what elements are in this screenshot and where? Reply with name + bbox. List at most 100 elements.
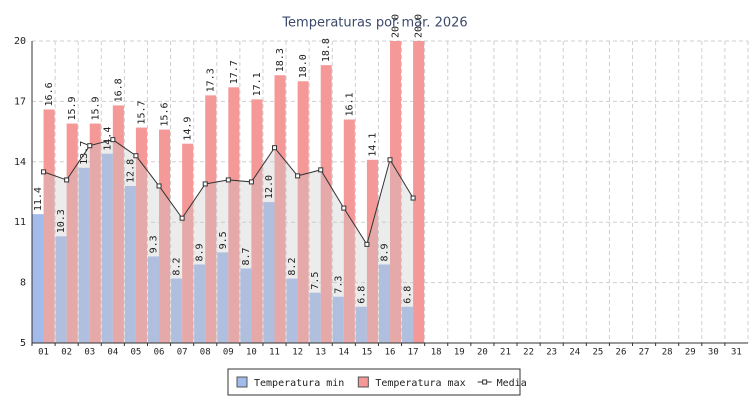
media-marker <box>87 143 93 149</box>
x-tick-label: 23 <box>546 348 557 358</box>
x-tick-label: 12 <box>292 348 303 358</box>
value-label: 8.9 <box>379 243 390 261</box>
bar <box>413 41 425 343</box>
value-label: 6.8 <box>356 286 367 304</box>
value-label: 9.5 <box>218 231 229 249</box>
media-area <box>43 139 414 343</box>
value-label: 7.5 <box>310 272 321 290</box>
bar <box>355 306 367 343</box>
bar <box>217 252 229 343</box>
bar <box>43 109 55 343</box>
bar <box>135 127 147 343</box>
value-label: 15.9 <box>67 96 78 120</box>
value-label: 8.2 <box>287 258 298 276</box>
bar <box>147 256 160 343</box>
media-marker <box>341 205 347 211</box>
x-tick-label: 29 <box>685 348 696 358</box>
value-label: 17.7 <box>229 60 240 84</box>
media-marker <box>202 181 208 187</box>
bar <box>66 123 78 344</box>
media-marker <box>41 169 47 175</box>
x-tick-label: 27 <box>639 348 650 358</box>
value-label: 6.8 <box>403 286 414 304</box>
x-tick-label: 08 <box>200 348 211 358</box>
bar <box>274 75 286 343</box>
bar <box>89 123 101 344</box>
x-tick-label: 18 <box>431 348 442 358</box>
x-tick-label: 02 <box>61 348 72 358</box>
bar <box>251 99 263 344</box>
x-tick-label: 28 <box>662 348 673 358</box>
x-tick-label: 01 <box>38 348 49 358</box>
value-label: 11.4 <box>33 187 44 211</box>
x-tick-label: 03 <box>84 348 95 358</box>
value-label: 8.2 <box>172 258 183 276</box>
value-label: 14.1 <box>367 133 378 157</box>
legend-swatch <box>236 376 248 388</box>
bar <box>286 278 298 343</box>
value-label: 16.1 <box>344 92 355 116</box>
x-tick-label: 19 <box>454 348 465 358</box>
bar <box>309 292 321 343</box>
media-marker <box>272 145 278 151</box>
bar <box>159 129 171 343</box>
value-label: 12.0 <box>264 175 275 199</box>
media-marker <box>225 177 231 183</box>
bar <box>378 264 390 343</box>
value-label: 14.9 <box>183 117 194 141</box>
x-tick-label: 11 <box>269 348 280 358</box>
bar <box>263 202 275 343</box>
value-label: 8.7 <box>241 247 252 265</box>
media-marker <box>156 183 162 189</box>
x-tick-label: 04 <box>107 348 118 358</box>
y-tick-label: 20 <box>14 36 26 47</box>
x-tick-label: 16 <box>385 348 396 358</box>
legend-marker <box>482 379 488 385</box>
bar <box>390 41 402 343</box>
legend-label: Temperatura max <box>375 378 465 389</box>
bar <box>205 95 217 343</box>
media-marker <box>318 167 324 173</box>
chart-title: Temperaturas por mar. 2026 <box>281 16 467 31</box>
bar <box>194 264 206 343</box>
legend-label: Media <box>497 378 527 389</box>
x-tick-label: 13 <box>315 348 326 358</box>
x-tick-label: 31 <box>731 348 742 358</box>
x-tick-label: 14 <box>338 348 349 358</box>
x-tick-label: 21 <box>500 348 511 358</box>
bar <box>343 119 355 344</box>
x-tick-label: 25 <box>592 348 603 358</box>
value-label: 9.3 <box>149 235 160 253</box>
bar <box>402 306 414 343</box>
x-tick-label: 17 <box>408 348 419 358</box>
value-label: 15.6 <box>160 102 171 126</box>
y-tick-label: 5 <box>20 338 26 349</box>
value-label: 20.0 <box>391 14 402 38</box>
value-label: 17.1 <box>252 72 263 96</box>
value-label: 18.0 <box>298 54 309 78</box>
value-label: 18.8 <box>321 38 332 62</box>
media-marker <box>387 157 393 163</box>
media-marker <box>295 173 301 179</box>
y-tick-label: 8 <box>20 278 26 289</box>
legend-label: Temperatura min <box>254 378 344 389</box>
media-marker <box>248 179 254 185</box>
y-tick-label: 17 <box>14 96 26 107</box>
bar <box>55 236 67 343</box>
bar <box>366 159 378 343</box>
media-marker <box>179 215 185 221</box>
value-label: 10.3 <box>56 209 67 233</box>
value-label: 16.6 <box>44 82 55 106</box>
value-label: 8.9 <box>195 243 206 261</box>
value-label: 12.8 <box>125 159 136 183</box>
x-tick-label: 10 <box>246 348 257 358</box>
x-tick-label: 07 <box>177 348 188 358</box>
x-tick-label: 09 <box>223 348 234 358</box>
bar <box>124 185 136 343</box>
value-label: 17.3 <box>206 68 217 92</box>
value-label: 14.4 <box>102 127 113 151</box>
x-tick-label: 05 <box>131 348 142 358</box>
value-label: 15.9 <box>90 96 101 120</box>
bar <box>182 143 194 343</box>
